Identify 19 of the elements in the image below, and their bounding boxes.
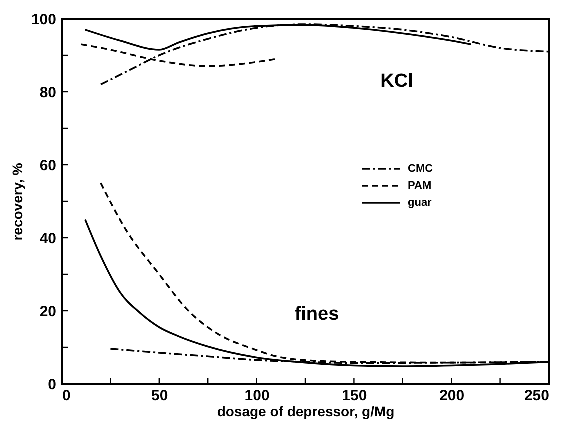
annotation: KCl [380, 71, 414, 92]
x-axis-title: dosage of depressor, g/Mg [217, 404, 395, 420]
annotation: fines [294, 304, 340, 325]
x-tick-label: 50 [152, 388, 168, 404]
y-tick-label: 40 [40, 230, 56, 248]
x-tick-label: 100 [244, 388, 270, 404]
x-tick-label: 200 [440, 388, 465, 404]
legend-label: PAM [408, 180, 432, 192]
legend-label: guar [408, 197, 433, 209]
y-tick-label: 60 [40, 158, 56, 174]
y-axis-title: recovery, % [9, 162, 26, 241]
y-tick-label: 80 [40, 84, 56, 102]
y-tick-label: 100 [31, 12, 56, 28]
x-tick-label: 0 [62, 388, 71, 404]
y-tick-label: 20 [40, 304, 56, 320]
y-tick-label: 0 [48, 376, 56, 394]
x-tick-label: 150 [342, 388, 368, 404]
legend-label: CMC [408, 163, 434, 175]
x-tick-label: 250 [524, 388, 550, 404]
